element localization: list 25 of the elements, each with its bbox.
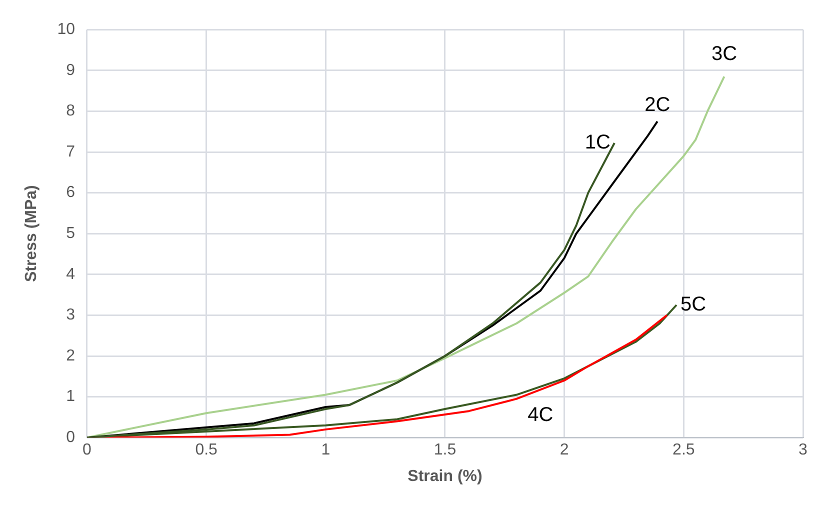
x-tick-label: 0	[82, 442, 92, 459]
y-tick-label: 3	[66, 306, 76, 324]
series-label: 1C	[584, 132, 610, 154]
y-tick-label: 6	[66, 184, 76, 202]
x-tick-label: 1.5	[434, 442, 456, 459]
x-tick-label: 0.5	[195, 442, 218, 459]
y-tick-label: 5	[66, 225, 76, 242]
y-tick-label: 4	[66, 266, 76, 283]
x-axis-title: Strain (%)	[408, 468, 482, 485]
series-label: 2C	[644, 94, 670, 116]
x-tick-label: 2.5	[672, 442, 695, 459]
series-label: 4C	[528, 404, 554, 426]
x-tick-label: 3	[798, 442, 808, 459]
y-tick-label: 1	[66, 388, 76, 406]
y-tick-label: 8	[66, 102, 76, 120]
series-label: 3C	[711, 43, 738, 66]
y-tick-label: 7	[66, 143, 76, 160]
y-tick-label: 9	[66, 62, 76, 79]
series-label: 5C	[680, 294, 706, 316]
y-tick-label: 2	[66, 347, 76, 364]
x-tick-label: 2	[560, 442, 569, 459]
y-tick-label: 0	[66, 429, 76, 446]
y-tick-label: 10	[57, 21, 76, 38]
x-tick-label: 1	[321, 442, 330, 459]
y-axis-title: Stress (MPa)	[23, 185, 40, 282]
